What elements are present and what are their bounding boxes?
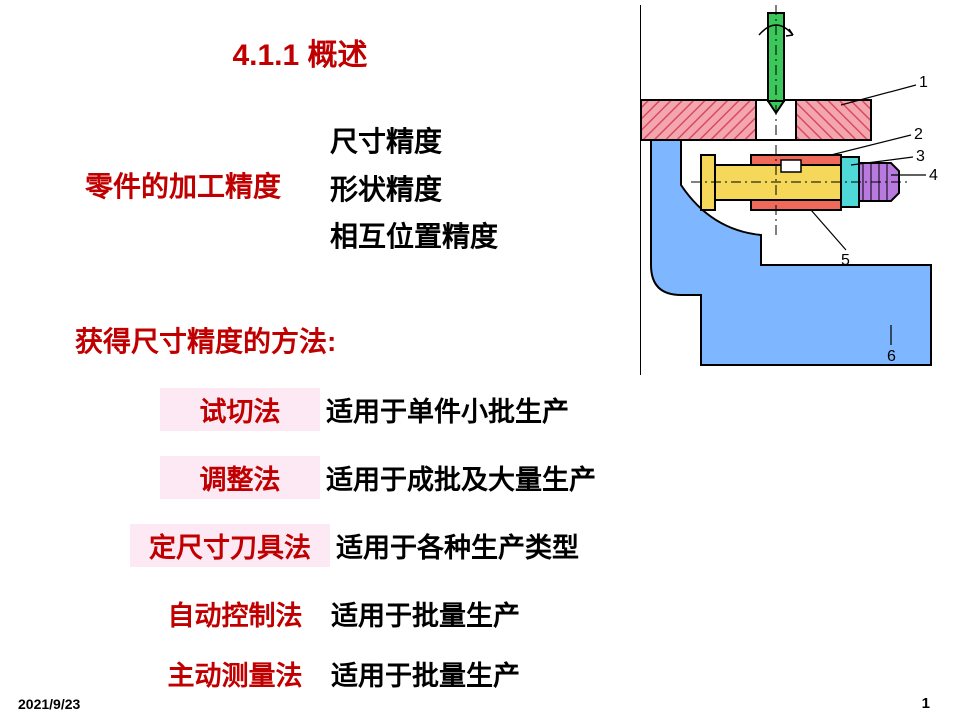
method-name: 定尺寸刀具法: [130, 524, 330, 567]
footer-page: 1: [922, 695, 930, 712]
method-name: 主动测量法: [145, 652, 325, 695]
footer-date: 2021/9/23: [18, 696, 80, 712]
method-name: 试切法: [160, 388, 320, 431]
precision-item: 尺寸精度: [330, 118, 498, 166]
svg-text:4: 4: [929, 167, 938, 184]
sub-heading: 零件的加工精度: [85, 165, 281, 205]
svg-text:6: 6: [887, 348, 896, 365]
precision-list: 尺寸精度 形状精度 相互位置精度: [330, 118, 498, 261]
method-row: 自动控制法适用于批量生产: [145, 592, 520, 635]
mechanical-diagram: 1 2 34 5 6: [640, 5, 950, 375]
method-name: 调整法: [160, 456, 320, 499]
method-desc: 适用于批量生产: [331, 654, 520, 693]
svg-text:5: 5: [841, 252, 850, 269]
methods-heading: 获得尺寸精度的方法:: [75, 320, 336, 360]
method-row: 定尺寸刀具法适用于各种生产类型: [130, 524, 579, 567]
method-name: 自动控制法: [145, 592, 325, 635]
method-row: 主动测量法适用于批量生产: [145, 652, 520, 695]
method-desc: 适用于成批及大量生产: [326, 458, 596, 497]
method-desc: 适用于单件小批生产: [326, 390, 569, 429]
method-desc: 适用于批量生产: [331, 594, 520, 633]
precision-item: 相互位置精度: [330, 213, 498, 261]
svg-text:2: 2: [914, 126, 923, 143]
svg-text:1: 1: [919, 74, 928, 91]
slide-title: 4.1.1 概述: [0, 30, 600, 74]
method-desc: 适用于各种生产类型: [336, 526, 579, 565]
precision-item: 形状精度: [330, 166, 498, 214]
method-row: 试切法适用于单件小批生产: [160, 388, 569, 431]
method-row: 调整法适用于成批及大量生产: [160, 456, 596, 499]
svg-text:3: 3: [916, 148, 925, 165]
